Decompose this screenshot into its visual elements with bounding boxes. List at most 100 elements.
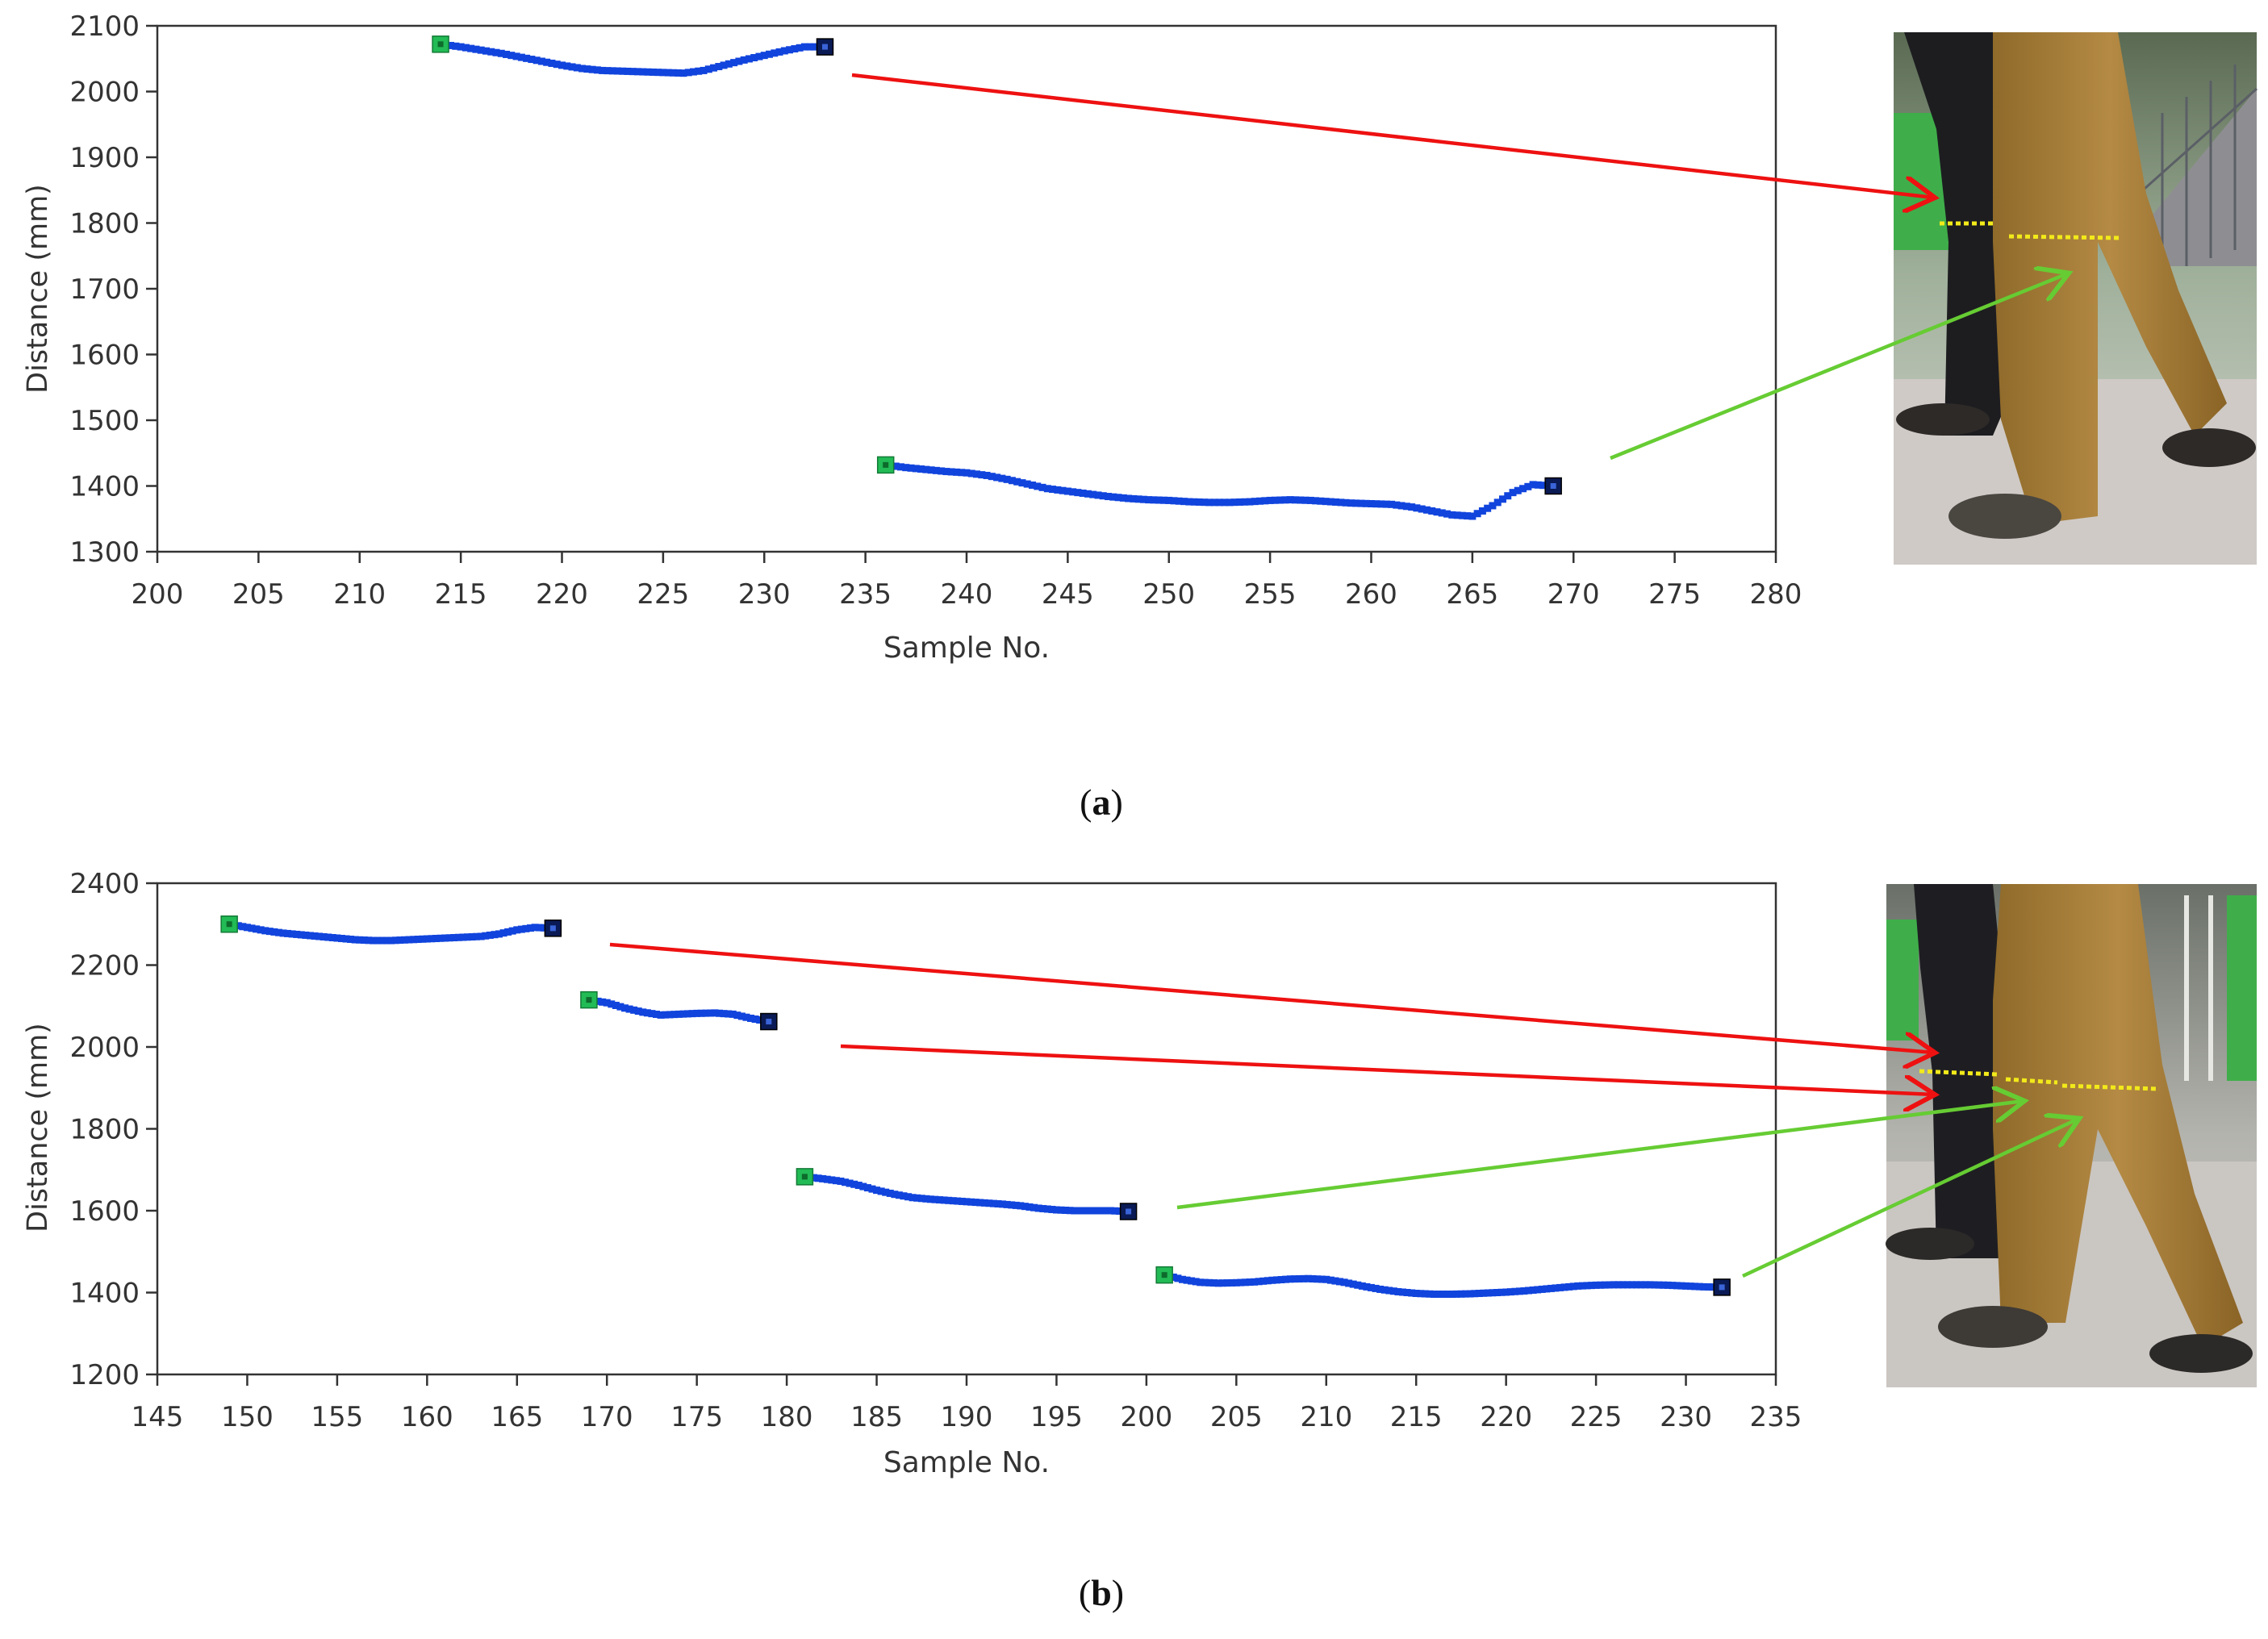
data-point: [491, 931, 499, 939]
data-point: [1241, 498, 1249, 506]
data-point: [1539, 482, 1548, 490]
data-point: [1052, 1206, 1060, 1214]
data-point: [1215, 498, 1223, 507]
data-point: [895, 1191, 903, 1199]
data-point: [1466, 1290, 1474, 1298]
data-point: [971, 1199, 979, 1207]
data-point: [1312, 497, 1320, 505]
data-point: [1385, 1287, 1393, 1295]
data-point: [1109, 493, 1117, 501]
data-point: [1433, 508, 1441, 516]
data-point: [988, 473, 996, 481]
data-point: [994, 1199, 1002, 1207]
data-point: [603, 999, 611, 1007]
data-point: [989, 1199, 997, 1207]
data-point: [800, 43, 808, 51]
series-end-marker-core: [1126, 1208, 1132, 1215]
data-point: [1099, 492, 1107, 500]
data-point: [1183, 1276, 1191, 1284]
data-point: [1080, 1207, 1088, 1215]
data-point: [625, 1005, 633, 1013]
data-point: [337, 935, 345, 943]
data-point: [1426, 1290, 1434, 1298]
x-tick-label: 215: [435, 578, 487, 611]
data-point: [1372, 500, 1380, 508]
y-tick-label: 1900: [69, 142, 140, 174]
data-point: [737, 1012, 746, 1020]
data-point: [1093, 1207, 1101, 1215]
y-tick-label: 2200: [69, 950, 140, 982]
data-point: [1388, 500, 1396, 508]
data-point: [1322, 1275, 1330, 1283]
data-point: [613, 67, 621, 75]
data-point: [725, 1010, 733, 1018]
x-tick-label: 170: [581, 1401, 633, 1433]
data-point: [634, 1007, 642, 1016]
data-point: [621, 1004, 629, 1012]
data-point: [512, 52, 520, 60]
data-point: [1286, 1275, 1294, 1283]
data-point: [477, 932, 485, 940]
data-point: [468, 932, 476, 940]
data-point: [1686, 1282, 1694, 1291]
data-point: [1475, 1290, 1483, 1298]
data-point: [1691, 1282, 1699, 1291]
data-point: [745, 55, 753, 63]
red-arrow-b-2: [840, 1044, 1934, 1095]
data-point: [967, 469, 975, 478]
data-point: [1619, 1281, 1627, 1289]
photo-a: [1894, 32, 2258, 565]
data-point: [1309, 1274, 1317, 1282]
data-point: [1421, 1290, 1429, 1298]
data-point: [1377, 500, 1385, 508]
data-point: [1368, 500, 1375, 508]
data-point: [1408, 1289, 1416, 1297]
data-point: [700, 66, 708, 74]
photo-a-measure-line-2: [2008, 234, 2120, 240]
data-point: [360, 936, 368, 945]
data-point: [936, 1196, 944, 1204]
data-point: [1448, 1291, 1456, 1299]
data-point: [265, 928, 274, 936]
data-point: [1335, 1278, 1343, 1286]
data-point: [1478, 507, 1486, 515]
data-point: [733, 1011, 741, 1020]
data-point: [578, 65, 587, 73]
data-point: [594, 997, 602, 1005]
data-point: [573, 64, 581, 72]
data-point: [873, 1187, 881, 1195]
data-point: [1251, 498, 1259, 506]
data-point: [693, 1009, 701, 1017]
x-tick-label: 265: [1446, 578, 1498, 611]
data-point: [1043, 1205, 1051, 1213]
series-end-marker-core: [1719, 1284, 1725, 1291]
data-point: [639, 1008, 647, 1016]
data-point: [1190, 498, 1198, 506]
x-tick-label: 210: [1300, 1401, 1352, 1433]
green-arrow-b-2: [1742, 1119, 2078, 1278]
data-point: [619, 67, 627, 75]
data-point: [1059, 486, 1067, 494]
data-point: [1188, 1277, 1196, 1285]
data-point: [293, 930, 301, 938]
plot-frame-b: [156, 882, 1777, 1376]
data-point: [1641, 1281, 1649, 1289]
data-point: [1105, 493, 1113, 501]
data-point: [1412, 1290, 1420, 1298]
data-point: [1408, 503, 1416, 511]
x-tick-label: 205: [1210, 1401, 1263, 1433]
data-point: [405, 936, 413, 944]
data-point: [526, 924, 534, 932]
data-point: [931, 1195, 939, 1203]
data-point: [1347, 499, 1355, 507]
x-tick-label: 235: [1750, 1401, 1802, 1433]
data-point: [998, 474, 1006, 482]
data-point: [695, 67, 703, 75]
data-point: [1150, 496, 1158, 504]
data-point: [248, 924, 256, 932]
x-tick-label: 195: [1030, 1401, 1083, 1433]
data-point: [1277, 1276, 1285, 1284]
data-point: [1185, 498, 1193, 506]
data-point: [1223, 1279, 1231, 1287]
y-tick-label: 2400: [69, 868, 140, 900]
